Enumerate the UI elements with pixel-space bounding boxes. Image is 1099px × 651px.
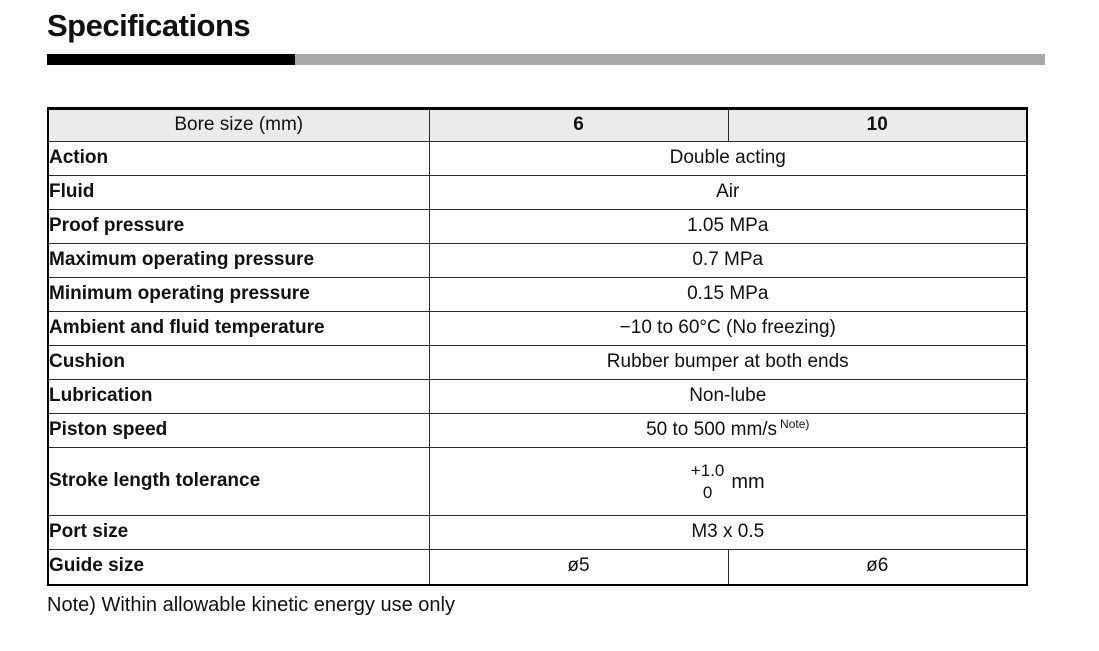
row-value-port-size: M3 x 0.5 (428, 515, 1028, 550)
row-label-max-operating-pressure: Maximum operating pressure (47, 243, 430, 278)
table-row-cushion: Cushion Rubber bumper at both ends (47, 345, 1028, 380)
header-bore-size-label: Bore size (mm) (47, 108, 430, 142)
row-label-ambient-fluid-temperature: Ambient and fluid temperature (47, 311, 430, 346)
row-value-max-operating-pressure: 0.7 MPa (428, 243, 1028, 278)
row-label-fluid: Fluid (47, 175, 430, 210)
row-value-min-operating-pressure: 0.15 MPa (428, 277, 1028, 312)
row-label-action: Action (47, 141, 430, 176)
table-header-row: Bore size (mm) 6 10 (47, 108, 1028, 142)
table-row-stroke-length-tolerance: Stroke length tolerance +1.0 0 mm (47, 447, 1028, 516)
table-row-fluid: Fluid Air (47, 175, 1028, 210)
row-value-stroke-length-tolerance: +1.0 0 mm (428, 447, 1028, 516)
row-label-stroke-length-tolerance: Stroke length tolerance (47, 447, 430, 516)
row-value-guide-size-bore-6: ø5 (428, 549, 729, 585)
stroke-tolerance-unit: mm (731, 470, 765, 493)
stroke-tolerance-value: +1.0 0 mm (691, 460, 765, 503)
table-row-guide-size: Guide size ø5 ø6 (47, 549, 1028, 585)
table-row-proof-pressure: Proof pressure 1.05 MPa (47, 209, 1028, 244)
row-value-fluid: Air (428, 175, 1028, 210)
row-value-action: Double acting (428, 141, 1028, 176)
row-label-lubrication: Lubrication (47, 379, 430, 414)
row-value-lubrication: Non-lube (428, 379, 1028, 414)
row-value-guide-size-bore-10: ø6 (727, 549, 1028, 585)
table-row-piston-speed: Piston speed 50 to 500 mm/s Note) (47, 413, 1028, 448)
row-value-piston-speed: 50 to 500 mm/s Note) (428, 413, 1028, 448)
piston-speed-value: 50 to 500 mm/s (646, 419, 778, 441)
row-value-cushion: Rubber bumper at both ends (428, 345, 1028, 380)
table-row-action: Action Double acting (47, 141, 1028, 176)
table-row-ambient-fluid-temperature: Ambient and fluid temperature −10 to 60°… (47, 311, 1028, 346)
row-label-piston-speed: Piston speed (47, 413, 430, 448)
title-underline (47, 54, 1045, 65)
table-row-lubrication: Lubrication Non-lube (47, 379, 1028, 414)
header-bore-10: 10 (727, 108, 1028, 142)
table-row-port-size: Port size M3 x 0.5 (47, 515, 1028, 550)
row-label-port-size: Port size (47, 515, 430, 550)
row-label-min-operating-pressure: Minimum operating pressure (47, 277, 430, 312)
header-bore-6: 6 (428, 108, 729, 142)
stroke-tolerance-stack: +1.0 0 (691, 460, 725, 503)
specifications-table: Bore size (mm) 6 10 Action Double acting… (47, 107, 1028, 586)
piston-speed-note-ref: Note) (780, 416, 810, 431)
stroke-tolerance-upper: +1.0 (690, 461, 725, 481)
table-row-max-operating-pressure: Maximum operating pressure 0.7 MPa (47, 243, 1028, 278)
title-underline-black-segment (47, 54, 295, 65)
footnote: Note) Within allowable kinetic energy us… (47, 594, 455, 616)
page-title: Specifications (47, 8, 251, 43)
row-value-ambient-fluid-temperature: −10 to 60°C (No freezing) (428, 311, 1028, 346)
row-label-guide-size: Guide size (47, 549, 430, 585)
row-label-cushion: Cushion (47, 345, 430, 380)
stroke-tolerance-lower: 0 (702, 482, 713, 502)
row-value-proof-pressure: 1.05 MPa (428, 209, 1028, 244)
title-underline-gray-segment (295, 54, 1045, 65)
row-label-proof-pressure: Proof pressure (47, 209, 430, 244)
table-row-min-operating-pressure: Minimum operating pressure 0.15 MPa (47, 277, 1028, 312)
